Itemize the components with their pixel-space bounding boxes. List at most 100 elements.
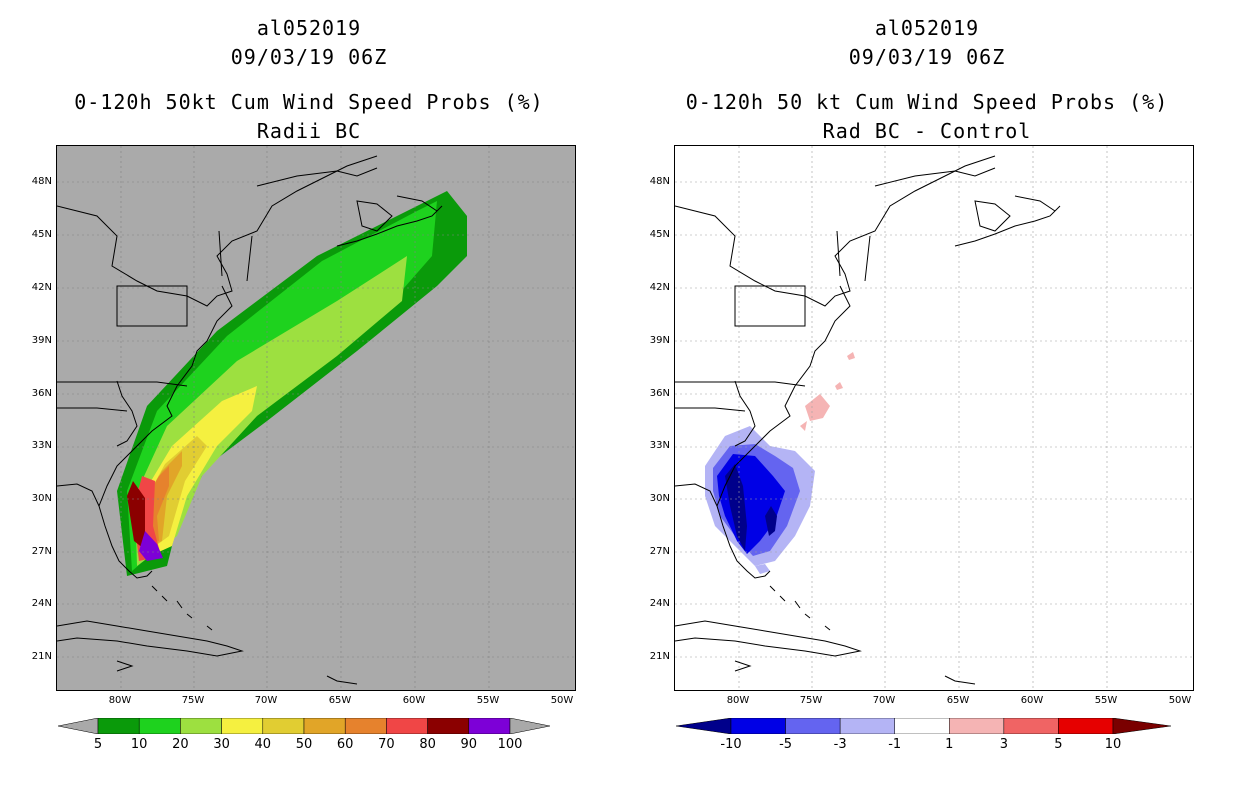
lon-label: 80W (726, 695, 750, 706)
difference-map-svg (675, 146, 1193, 690)
lat-label: 24N (649, 598, 670, 609)
lat-label: 30N (31, 493, 52, 504)
colorbar-cell (1058, 718, 1114, 734)
colorbar-cell (427, 718, 470, 734)
lat-label: 27N (649, 546, 670, 557)
lat-label: 39N (649, 335, 670, 346)
diff-plus1c (835, 382, 843, 390)
lon-label: 80W (108, 695, 132, 706)
colorbar-label: 50 (295, 737, 313, 752)
diff-minus10a (725, 464, 747, 551)
colorbar-cell (894, 718, 950, 734)
colorbar-cell (839, 718, 895, 734)
storm-id: al052019 (874, 16, 980, 40)
band-20 (135, 256, 407, 566)
coastlines (57, 155, 443, 685)
diff-minus10b (765, 506, 777, 536)
lat-label: 21N (31, 651, 52, 662)
probability-map-svg (57, 146, 575, 690)
colorbar-label: 1 (945, 737, 954, 752)
band-80 (127, 481, 153, 556)
lat-label: 36N (31, 388, 52, 399)
lat-label: 45N (649, 229, 670, 240)
lat-label: 42N (31, 282, 52, 293)
colorbar-right (676, 718, 1172, 734)
lat-label: 42N (649, 282, 670, 293)
lat-label: 30N (649, 493, 670, 504)
map-title: 0-120h 50kt Cum Wind Speed Probs (%) (74, 90, 544, 114)
lon-label: 70W (254, 695, 278, 706)
colorbar-label: -3 (833, 737, 847, 752)
lon-label: 75W (799, 695, 823, 706)
lat-label: 36N (649, 388, 670, 399)
colorbar-cell (386, 718, 428, 734)
colorbar-end-high (509, 718, 551, 734)
colorbar-end-low (58, 718, 99, 734)
lon-label: 65W (946, 695, 970, 706)
colorbar-label: 60 (336, 737, 354, 752)
colorbar-label: -1 (888, 737, 902, 752)
colorbar-cell (730, 718, 786, 734)
lon-label: 70W (872, 695, 896, 706)
probability-map (56, 145, 576, 691)
right-panel: al052019 09/03/19 06Z 0-120h 50 kt Cum W… (618, 0, 1236, 800)
storm-id: al052019 (256, 16, 362, 40)
colorbar-label: 80 (419, 737, 436, 752)
diff-plus1b (800, 421, 807, 431)
lat-label: 33N (649, 440, 670, 451)
lon-label: 55W (476, 695, 500, 706)
diff-plus1a (805, 394, 830, 421)
colorbar-label: 90 (460, 737, 478, 752)
colorbar-label: -5 (779, 737, 793, 752)
diff-plus1d (847, 352, 855, 360)
colorbar-end-high (1112, 718, 1172, 734)
colorbar-label: 30 (213, 737, 230, 752)
colorbar-label: 70 (378, 737, 395, 752)
coastlines (675, 155, 1061, 685)
colorbar-end-low (676, 718, 732, 734)
colorbar-cell (344, 718, 387, 734)
lat-label: 21N (649, 651, 670, 662)
colorbar-cell (949, 718, 1005, 734)
colorbar-cell (1003, 718, 1059, 734)
lat-label: 27N (31, 546, 52, 557)
colorbar-label: 5 (93, 737, 103, 752)
colorbar-label: -10 (720, 737, 742, 752)
lat-label: 48N (31, 176, 52, 187)
lon-label: 50W (550, 695, 574, 706)
graticule (57, 146, 575, 690)
colorbar-cell (785, 718, 841, 734)
colorbar-label: 3 (999, 737, 1008, 752)
colorbar-label: 20 (172, 737, 189, 752)
lon-label: 65W (328, 695, 352, 706)
lat-label: 24N (31, 598, 52, 609)
left-panel: al052019 09/03/19 06Z 0-120h 50kt Cum Wi… (31, 16, 576, 752)
colorbar-label: 100 (497, 737, 523, 752)
colorbar-cell (468, 718, 511, 734)
colorbar-cell (180, 718, 222, 734)
lat-label: 39N (31, 335, 52, 346)
colorbar-label: 5 (1054, 737, 1063, 752)
colorbar-cell (221, 718, 264, 734)
map-title: 0-120h 50 kt Cum Wind Speed Probs (%) (685, 90, 1169, 114)
colorbar-label: 40 (254, 737, 272, 752)
colorbar-cell (138, 718, 181, 734)
lon-label: 75W (181, 695, 205, 706)
lat-label: 33N (31, 440, 52, 451)
lon-label: 55W (1094, 695, 1118, 706)
lon-label: 50W (1168, 695, 1192, 706)
colorbar-label: 10 (1104, 737, 1122, 752)
diff-minus1b (755, 564, 770, 574)
difference-map (674, 145, 1194, 691)
colorbar-left (58, 718, 551, 734)
colorbar-cell (97, 718, 140, 734)
lon-label: 60W (402, 695, 426, 706)
map-subtitle: Rad BC - Control (822, 119, 1032, 143)
lat-label: 48N (649, 176, 670, 187)
graticule (675, 146, 1193, 690)
datetime: 09/03/19 06Z (230, 45, 388, 69)
lon-label: 60W (1020, 695, 1044, 706)
colorbar-label: 10 (130, 737, 148, 752)
colorbar-cell (303, 718, 346, 734)
band-90 (139, 531, 163, 561)
